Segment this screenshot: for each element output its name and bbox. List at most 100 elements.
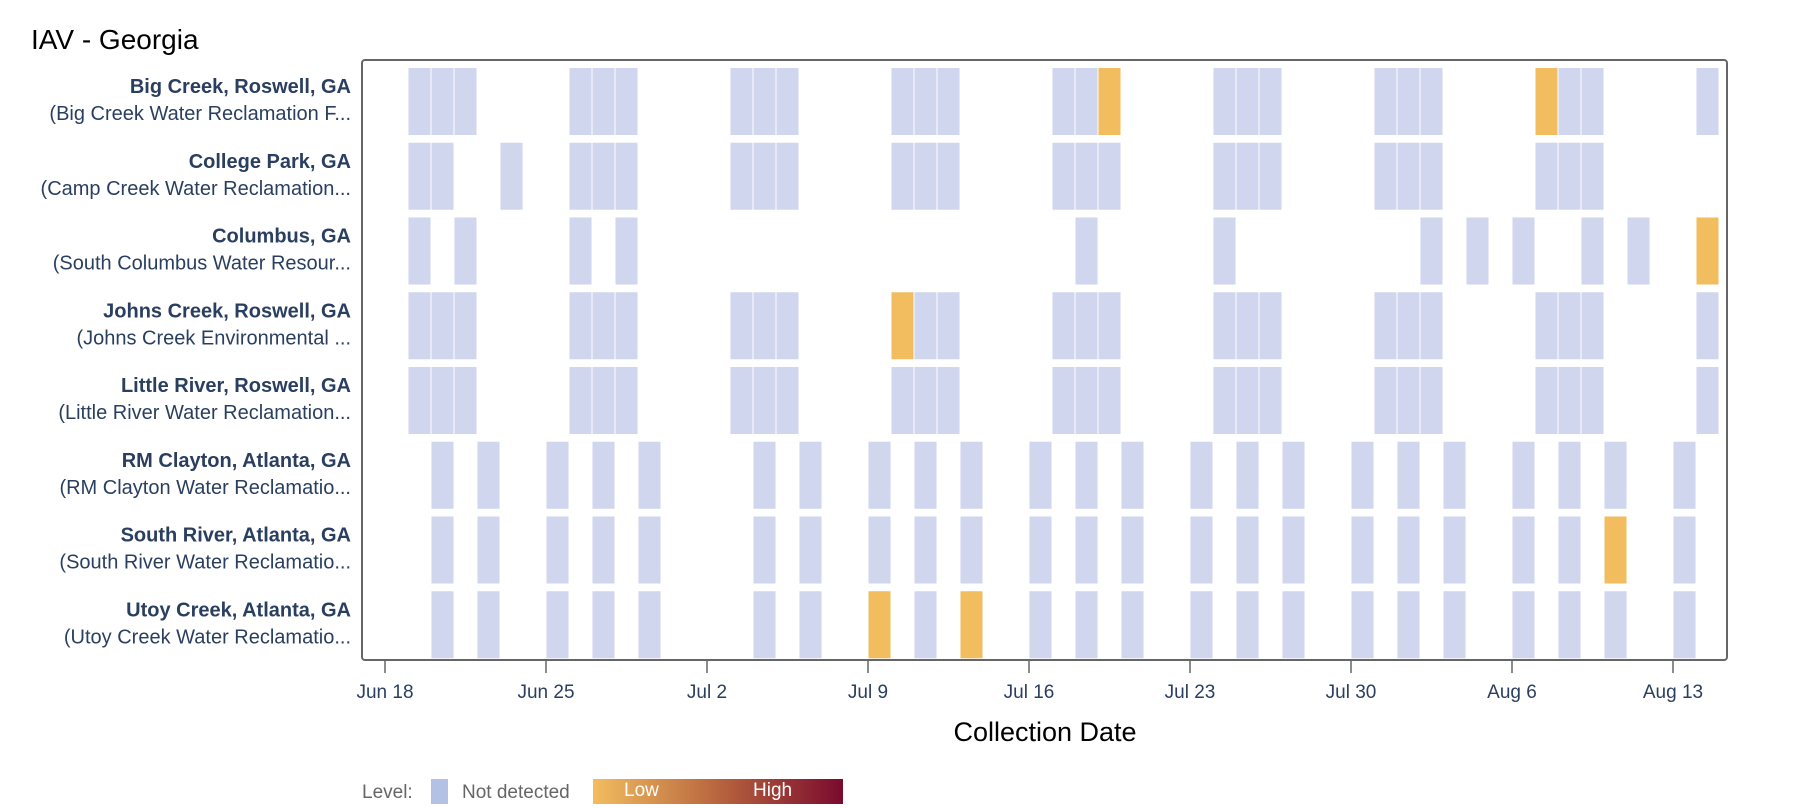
cell-not-detected[interactable] xyxy=(1213,217,1236,285)
cell-not-detected[interactable] xyxy=(753,68,776,135)
cell-not-detected[interactable] xyxy=(799,591,822,659)
cell-not-detected[interactable] xyxy=(592,68,615,135)
cell-not-detected[interactable] xyxy=(1558,68,1581,135)
cell-not-detected[interactable] xyxy=(753,367,776,434)
cell-not-detected[interactable] xyxy=(891,367,914,434)
cell-not-detected[interactable] xyxy=(615,292,638,360)
cell-not-detected[interactable] xyxy=(776,142,799,210)
cell-not-detected[interactable] xyxy=(1420,292,1443,360)
cell-not-detected[interactable] xyxy=(1420,68,1443,135)
cell-not-detected[interactable] xyxy=(592,142,615,210)
cell-not-detected[interactable] xyxy=(960,516,983,584)
cell-not-detected[interactable] xyxy=(753,292,776,360)
cell-not-detected[interactable] xyxy=(1535,367,1558,434)
cell-not-detected[interactable] xyxy=(1673,591,1696,659)
cell-not-detected[interactable] xyxy=(1259,142,1282,210)
cell-not-detected[interactable] xyxy=(431,142,454,210)
cell-not-detected[interactable] xyxy=(1213,367,1236,434)
cell-not-detected[interactable] xyxy=(1098,292,1121,360)
cell-low[interactable] xyxy=(960,591,983,659)
cell-not-detected[interactable] xyxy=(1420,142,1443,210)
cell-not-detected[interactable] xyxy=(1075,367,1098,434)
cell-not-detected[interactable] xyxy=(1213,142,1236,210)
cell-not-detected[interactable] xyxy=(1075,441,1098,509)
cell-not-detected[interactable] xyxy=(431,516,454,584)
cell-not-detected[interactable] xyxy=(454,292,477,360)
cell-not-detected[interactable] xyxy=(1397,292,1420,360)
cell-not-detected[interactable] xyxy=(753,142,776,210)
cell-not-detected[interactable] xyxy=(1627,217,1650,285)
cell-not-detected[interactable] xyxy=(1052,292,1075,360)
cell-not-detected[interactable] xyxy=(592,516,615,584)
cell-not-detected[interactable] xyxy=(1213,68,1236,135)
cell-not-detected[interactable] xyxy=(1397,441,1420,509)
cell-low[interactable] xyxy=(1696,217,1719,285)
cell-not-detected[interactable] xyxy=(431,367,454,434)
cell-not-detected[interactable] xyxy=(730,68,753,135)
cell-not-detected[interactable] xyxy=(1558,292,1581,360)
cell-not-detected[interactable] xyxy=(937,142,960,210)
cell-not-detected[interactable] xyxy=(1512,441,1535,509)
cell-not-detected[interactable] xyxy=(799,441,822,509)
cell-not-detected[interactable] xyxy=(1259,367,1282,434)
cell-not-detected[interactable] xyxy=(477,516,500,584)
cell-not-detected[interactable] xyxy=(1374,292,1397,360)
cell-not-detected[interactable] xyxy=(569,292,592,360)
cell-not-detected[interactable] xyxy=(868,441,891,509)
cell-not-detected[interactable] xyxy=(615,367,638,434)
cell-not-detected[interactable] xyxy=(1443,441,1466,509)
cell-not-detected[interactable] xyxy=(1673,441,1696,509)
cell-not-detected[interactable] xyxy=(753,591,776,659)
cell-not-detected[interactable] xyxy=(1374,68,1397,135)
cell-not-detected[interactable] xyxy=(1673,516,1696,584)
cell-not-detected[interactable] xyxy=(569,367,592,434)
cell-not-detected[interactable] xyxy=(1282,591,1305,659)
cell-not-detected[interactable] xyxy=(569,217,592,285)
cell-not-detected[interactable] xyxy=(891,142,914,210)
cell-not-detected[interactable] xyxy=(638,441,661,509)
cell-not-detected[interactable] xyxy=(1282,516,1305,584)
cell-not-detected[interactable] xyxy=(1236,516,1259,584)
cell-not-detected[interactable] xyxy=(1420,367,1443,434)
cell-not-detected[interactable] xyxy=(1075,516,1098,584)
cell-not-detected[interactable] xyxy=(1236,591,1259,659)
cell-not-detected[interactable] xyxy=(1351,441,1374,509)
cell-not-detected[interactable] xyxy=(638,516,661,584)
cell-not-detected[interactable] xyxy=(1535,292,1558,360)
cell-not-detected[interactable] xyxy=(753,516,776,584)
cell-not-detected[interactable] xyxy=(592,441,615,509)
cell-not-detected[interactable] xyxy=(408,292,431,360)
cell-not-detected[interactable] xyxy=(1512,516,1535,584)
cell-not-detected[interactable] xyxy=(937,367,960,434)
cell-not-detected[interactable] xyxy=(615,217,638,285)
cell-not-detected[interactable] xyxy=(1374,142,1397,210)
cell-not-detected[interactable] xyxy=(1075,142,1098,210)
cell-not-detected[interactable] xyxy=(477,591,500,659)
cell-not-detected[interactable] xyxy=(914,142,937,210)
cell-not-detected[interactable] xyxy=(546,591,569,659)
cell-not-detected[interactable] xyxy=(1397,591,1420,659)
cell-not-detected[interactable] xyxy=(431,591,454,659)
cell-not-detected[interactable] xyxy=(1236,68,1259,135)
cell-not-detected[interactable] xyxy=(592,292,615,360)
cell-not-detected[interactable] xyxy=(1604,441,1627,509)
cell-not-detected[interactable] xyxy=(1581,68,1604,135)
cell-not-detected[interactable] xyxy=(914,516,937,584)
cell-not-detected[interactable] xyxy=(1443,591,1466,659)
cell-not-detected[interactable] xyxy=(1397,68,1420,135)
cell-not-detected[interactable] xyxy=(569,68,592,135)
cell-not-detected[interactable] xyxy=(1236,367,1259,434)
cell-not-detected[interactable] xyxy=(1282,441,1305,509)
cell-not-detected[interactable] xyxy=(1420,217,1443,285)
cell-not-detected[interactable] xyxy=(1121,516,1144,584)
cell-not-detected[interactable] xyxy=(1558,516,1581,584)
cell-not-detected[interactable] xyxy=(1397,142,1420,210)
cell-not-detected[interactable] xyxy=(1236,441,1259,509)
cell-not-detected[interactable] xyxy=(776,367,799,434)
cell-not-detected[interactable] xyxy=(1374,367,1397,434)
cell-not-detected[interactable] xyxy=(1075,292,1098,360)
cell-not-detected[interactable] xyxy=(937,68,960,135)
cell-not-detected[interactable] xyxy=(868,516,891,584)
cell-not-detected[interactable] xyxy=(1190,516,1213,584)
cell-not-detected[interactable] xyxy=(799,516,822,584)
